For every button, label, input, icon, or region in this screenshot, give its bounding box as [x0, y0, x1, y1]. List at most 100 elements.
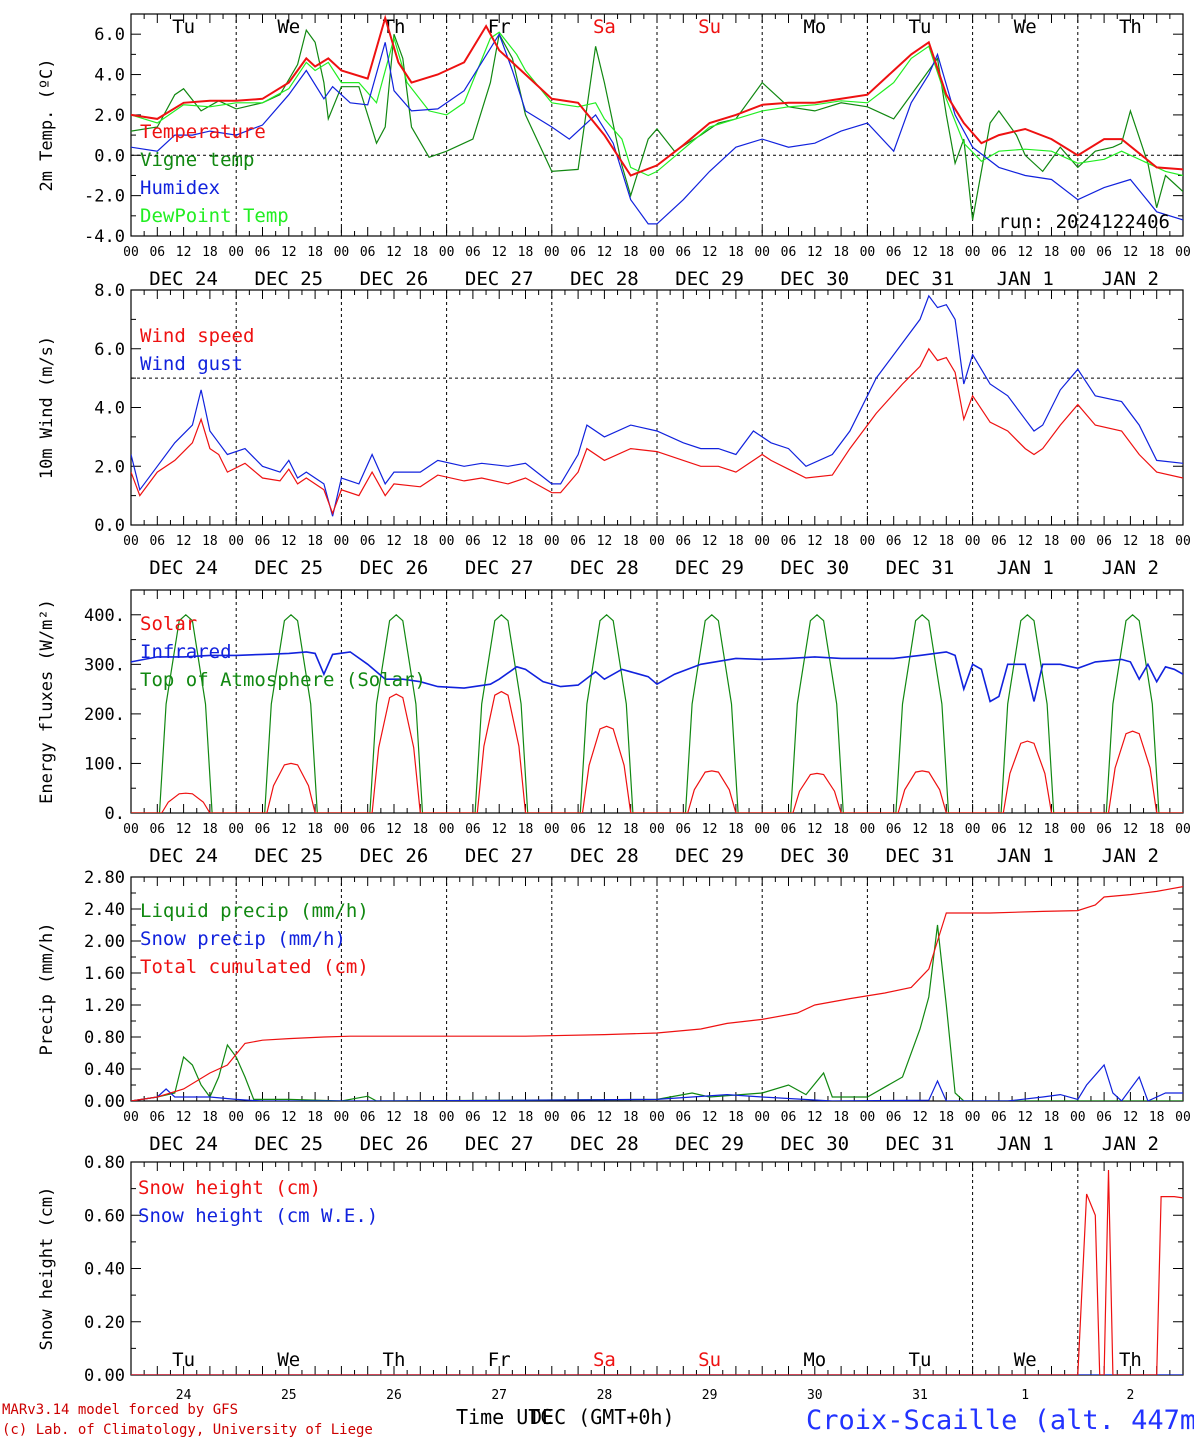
hour-tick-label: 18 [1149, 1110, 1165, 1125]
hour-tick-label: 18 [202, 1110, 218, 1125]
y-tick-label: 2.80 [84, 868, 125, 888]
hour-tick-label: 12 [176, 822, 192, 837]
hour-tick-label: 18 [518, 534, 534, 549]
weekday-label: Sa [593, 1349, 616, 1371]
day-number-label: 25 [281, 1388, 297, 1403]
station-name: Croix-Scaille (alt. 447m) [806, 1405, 1194, 1436]
hour-tick-label: 12 [912, 822, 928, 837]
y-axis-label: 2m Temp. (ºC) [37, 58, 57, 191]
y-tick-label: 8.0 [94, 281, 125, 301]
hour-tick-label: 18 [728, 1110, 744, 1125]
hour-tick-label: 00 [965, 1110, 981, 1125]
legend-entry: Wind gust [140, 353, 243, 375]
legend-entry: Vigne temp [140, 149, 254, 171]
hour-tick-label: 18 [938, 822, 954, 837]
hour-tick-label: 06 [465, 534, 481, 549]
hour-tick-label: 00 [860, 1110, 876, 1125]
y-tick-label: 0.60 [84, 1206, 125, 1226]
hour-tick-label: 12 [1123, 245, 1139, 260]
day-number-label: 31 [912, 1388, 928, 1403]
hour-tick-label: 00 [965, 534, 981, 549]
hour-tick-label: 18 [518, 1110, 534, 1125]
hour-tick-label: 00 [965, 822, 981, 837]
hour-tick-label: 06 [886, 822, 902, 837]
y-tick-label: -4.0 [84, 227, 125, 247]
hour-tick-label: 12 [597, 1110, 613, 1125]
hour-tick-label: 12 [702, 1110, 718, 1125]
weekday-label: Mo [803, 16, 826, 38]
hour-tick-label: 06 [781, 534, 797, 549]
hour-tick-label: 12 [386, 245, 402, 260]
hour-tick-label: 12 [1017, 534, 1033, 549]
hour-tick-label: 06 [465, 245, 481, 260]
y-tick-label: 300. [84, 655, 125, 675]
hour-tick-label: 06 [149, 1110, 165, 1125]
panel-5: 0.00 0.20 0.40 0.60 0.80 Snow height (cm) 24 25… [37, 1153, 1184, 1403]
series-line-vigne-temp [131, 28, 1183, 221]
y-tick-label: 6.0 [94, 25, 125, 45]
hour-tick-label: 12 [491, 1110, 507, 1125]
hour-tick-label: 18 [728, 822, 744, 837]
hour-tick-label: 00 [860, 534, 876, 549]
hour-tick-label: 06 [675, 534, 691, 549]
series-line-snow-precip-mm-h [131, 1063, 1183, 1101]
hour-tick-label: 18 [202, 534, 218, 549]
y-tick-label: 0.40 [84, 1060, 125, 1080]
y-tick-label: -2.0 [84, 187, 125, 207]
panel-3: 0. 100. 200. 300. 400. Energy fluxes (W/m²) 00… [37, 589, 1191, 867]
date-label: JAN 1 [997, 1133, 1054, 1155]
y-tick-label: 0.0 [94, 146, 125, 166]
weekday-label: We [1014, 16, 1037, 38]
hour-tick-label: 18 [1044, 534, 1060, 549]
series-line-humidex [131, 32, 1183, 225]
hour-tick-label: 18 [1149, 245, 1165, 260]
day-number-label: 2 [1126, 1388, 1134, 1403]
hour-tick-label: 12 [702, 822, 718, 837]
hour-tick-label: 12 [176, 534, 192, 549]
hour-tick-label: 12 [597, 822, 613, 837]
date-label: DEC 28 [570, 1133, 639, 1155]
date-label: DEC 30 [780, 1133, 849, 1155]
hour-tick-label: 12 [807, 534, 823, 549]
hour-tick-label: 18 [623, 1110, 639, 1125]
hour-tick-label: 06 [360, 822, 376, 837]
hour-tick-label: 12 [176, 1110, 192, 1125]
date-label: DEC 26 [360, 845, 429, 867]
hour-tick-label: 00 [334, 534, 350, 549]
y-tick-label: 2.40 [84, 900, 125, 920]
weekday-label: Tu [172, 16, 195, 38]
weekday-label: Th [383, 16, 406, 38]
weekday-label: We [277, 1349, 300, 1371]
date-label: JAN 1 [997, 845, 1054, 867]
weekday-label: Fr [488, 16, 511, 38]
hour-tick-label: 06 [255, 245, 271, 260]
hour-tick-label: 00 [334, 1110, 350, 1125]
hour-tick-label: 00 [1175, 822, 1191, 837]
legend-entry: Temperature [140, 121, 266, 143]
date-label: DEC 25 [254, 557, 323, 579]
y-tick-label: 2.00 [84, 932, 125, 952]
hour-tick-label: 12 [807, 245, 823, 260]
weekday-label: We [277, 16, 300, 38]
y-tick-label: 2.0 [94, 457, 125, 477]
hour-tick-label: 00 [334, 245, 350, 260]
hour-tick-label: 00 [754, 245, 770, 260]
weekday-label: Su [698, 1349, 721, 1371]
day-number-label: 1 [1021, 1388, 1029, 1403]
y-tick-label: 0. [105, 804, 125, 824]
hour-tick-label: 00 [544, 245, 560, 260]
hour-tick-label: 18 [307, 245, 323, 260]
legend-entry: Snow height (cm W.E.) [138, 1205, 378, 1227]
hour-tick-label: 06 [991, 245, 1007, 260]
hour-tick-label: 18 [307, 822, 323, 837]
hour-tick-label: 00 [754, 534, 770, 549]
y-axis-label: Snow height (cm) [37, 1187, 57, 1351]
hour-tick-label: 06 [675, 1110, 691, 1125]
date-label: DEC 24 [149, 557, 218, 579]
legend-entry: Humidex [140, 177, 220, 199]
hour-tick-label: 00 [965, 245, 981, 260]
hour-tick-label: 06 [781, 822, 797, 837]
hour-tick-label: 06 [991, 822, 1007, 837]
weekday-label: Tu [909, 1349, 932, 1371]
